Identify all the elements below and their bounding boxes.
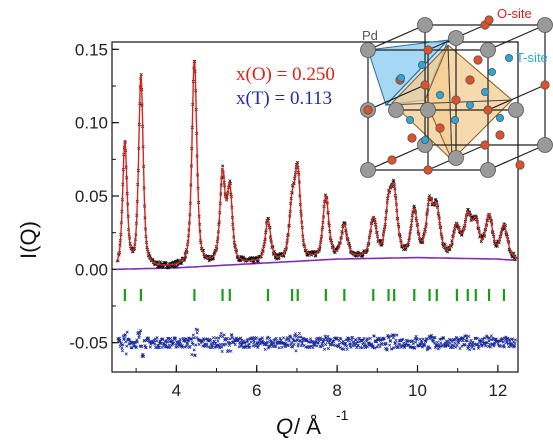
t-site-atom — [417, 61, 426, 70]
inset-edge — [367, 144, 426, 171]
o-site-atom — [473, 55, 483, 65]
x-axis-label: Q / Å -1 — [276, 407, 349, 439]
pd-atom — [480, 42, 496, 58]
t-site-atom — [450, 116, 459, 125]
y-axis-ticks: -0.05 0.00 0.05 0.10 0.15 — [69, 40, 119, 353]
x-axis-label-unit: / Å — [294, 414, 321, 439]
o-site-atom — [435, 123, 445, 133]
y-tick-label: 0.00 — [75, 260, 108, 279]
calculated-curve-group — [115, 59, 519, 266]
pd-label: Pd — [362, 28, 378, 43]
pd-atom — [388, 102, 404, 118]
x-tick-label: 12 — [488, 381, 507, 400]
o-site-atom — [407, 133, 417, 143]
t-site-atom — [396, 74, 405, 83]
o-site-legend-atom — [484, 15, 494, 25]
pd-atom — [420, 102, 436, 118]
t-site-atom — [465, 101, 474, 110]
difference-points — [116, 327, 518, 359]
inset-edge — [487, 84, 546, 111]
o-site-atom — [515, 160, 525, 170]
o-site-label: O-site — [497, 6, 532, 21]
o-site-atom — [420, 80, 430, 90]
reflection-ticks-group — [123, 289, 506, 301]
plot-frame — [111, 41, 519, 373]
x-axis-label-exponent: -1 — [336, 407, 349, 423]
x-axis-ticks: 4 6 8 10 12 — [135, 365, 507, 400]
inset-edge — [487, 144, 546, 171]
pd-atom — [448, 30, 464, 46]
x-axis-label-symbol: Q — [276, 414, 293, 439]
o-site-atom — [480, 140, 490, 150]
inset-edge — [385, 99, 513, 106]
annotation-t-site: x(T) = 0.113 — [236, 88, 332, 109]
x-tick-label: 6 — [252, 381, 261, 400]
o-site-atom — [495, 130, 505, 140]
o-site-atom — [451, 95, 461, 105]
background-curve — [116, 256, 517, 271]
o-site-atom — [423, 45, 433, 55]
pd-atom — [360, 162, 376, 178]
y-axis-label: I(Q) — [16, 221, 41, 259]
pd-atom — [537, 17, 553, 33]
pd-atom — [360, 42, 376, 58]
inset-edge — [367, 84, 426, 111]
annotation-o-site: x(O) = 0.250 — [236, 64, 335, 85]
x-tick-label: 8 — [332, 381, 341, 400]
inset-edge — [367, 24, 426, 51]
o-site-atom — [387, 155, 397, 165]
difference-points-group — [116, 327, 518, 359]
inset-edge — [487, 24, 546, 51]
o-site-atom — [540, 80, 550, 90]
inset-edge — [447, 44, 453, 161]
calculated-curve — [115, 59, 519, 266]
t-site-atom — [405, 116, 414, 125]
t-site-atom — [480, 88, 489, 97]
o-site-atom — [465, 75, 475, 85]
t-site-legend-atom — [504, 54, 513, 63]
o-site-atom — [483, 105, 493, 115]
x-tick-label: 10 — [408, 381, 427, 400]
o-site-atom — [363, 105, 373, 115]
t-site-atom — [495, 114, 504, 123]
background-curve-group — [116, 256, 517, 271]
plot-border — [111, 41, 519, 373]
y-tick-label: 0.05 — [75, 187, 108, 206]
t-site-label: T-site — [516, 50, 548, 65]
o-site-atom — [423, 165, 433, 175]
crystal-structure-inset: Pd O-site T-site — [360, 6, 553, 178]
y-tick-label: -0.05 — [69, 334, 108, 353]
t-site-atom — [435, 91, 444, 100]
t-site-atom — [487, 68, 496, 77]
pd-atom — [480, 162, 496, 178]
x-tick-label: 4 — [172, 381, 181, 400]
y-tick-label: 0.10 — [75, 114, 108, 133]
pd-atom — [448, 150, 464, 166]
pd-atom — [417, 17, 433, 33]
pd-atom — [508, 102, 524, 118]
pd-atom — [537, 137, 553, 153]
y-tick-label: 0.15 — [75, 40, 108, 59]
t-site-atom — [420, 135, 429, 144]
